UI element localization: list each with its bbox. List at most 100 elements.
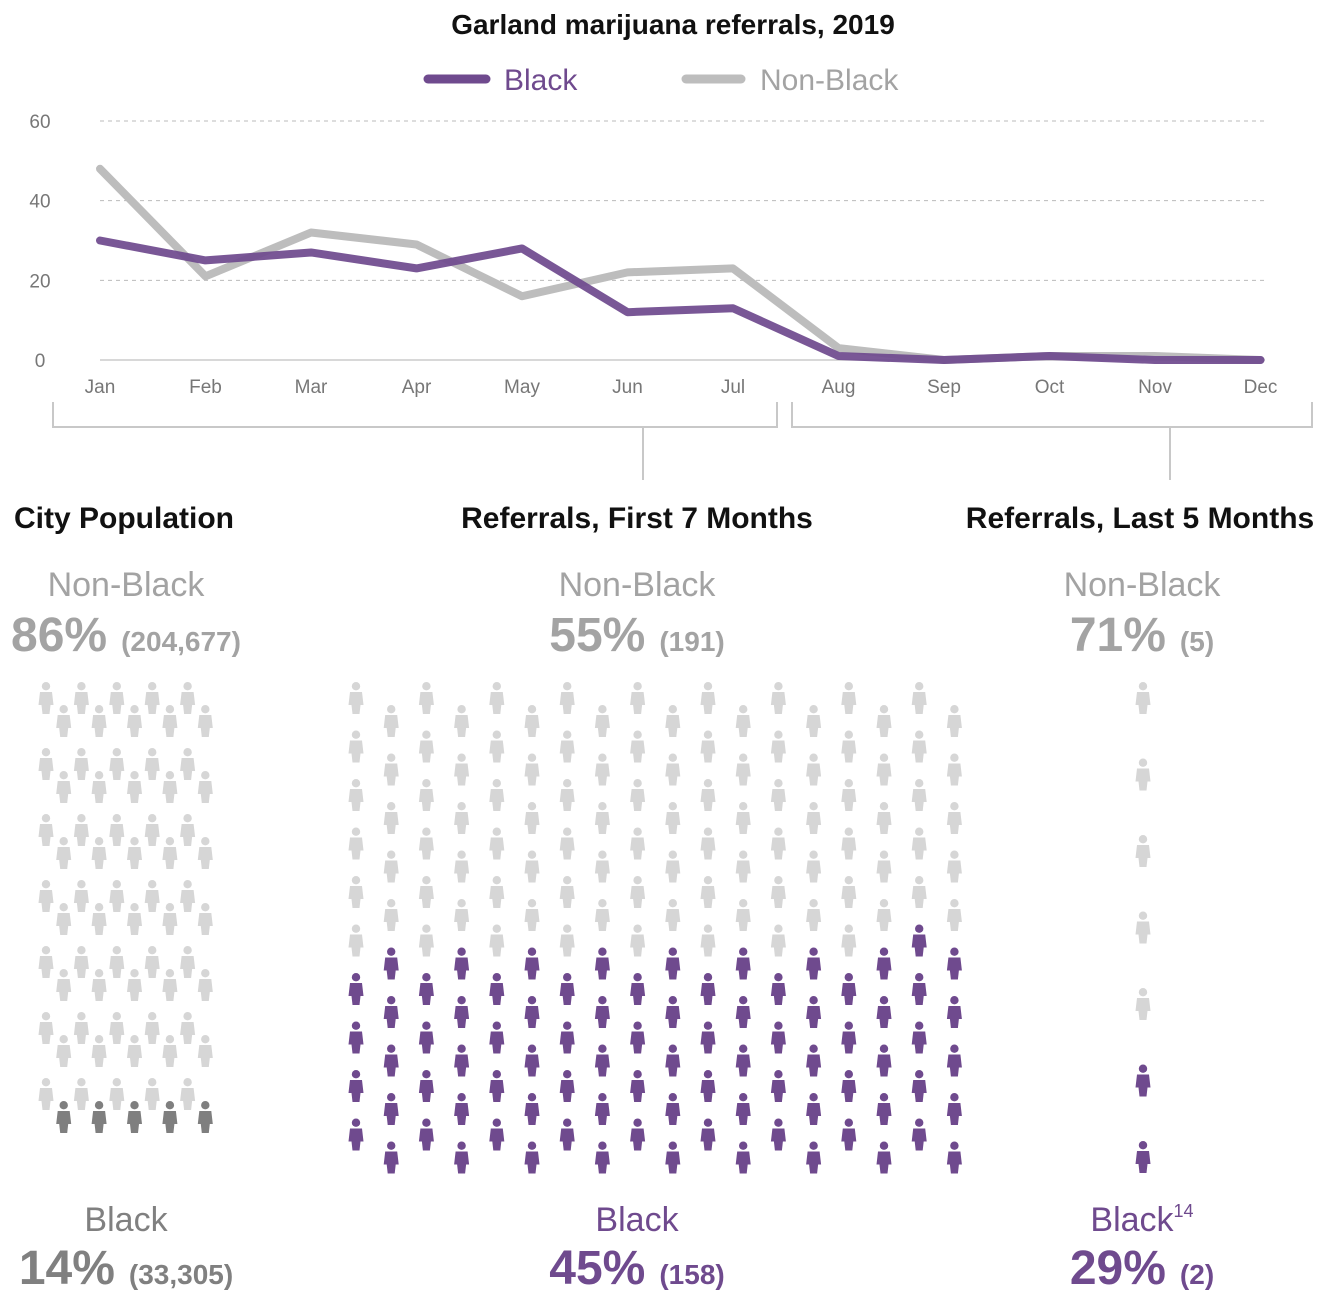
person-icon bbox=[109, 814, 125, 846]
person-icon bbox=[524, 802, 540, 834]
non-black-percent: 55% bbox=[549, 609, 645, 662]
person-icon bbox=[144, 682, 160, 714]
person-icon bbox=[946, 1141, 962, 1174]
person-icon bbox=[162, 969, 178, 1001]
person-icon bbox=[806, 1093, 822, 1125]
y-axis-ticks: 0 20 40 60 bbox=[29, 112, 50, 372]
person-icon bbox=[770, 1118, 786, 1151]
person-icon bbox=[700, 973, 716, 1005]
person-icon bbox=[841, 924, 857, 957]
person-icon bbox=[489, 682, 505, 714]
y-tick-label: 40 bbox=[29, 192, 50, 213]
y-tick-label: 0 bbox=[35, 351, 46, 372]
person-icon bbox=[1135, 835, 1151, 867]
person-icon bbox=[665, 947, 681, 980]
non-black-count: (204,677) bbox=[121, 626, 241, 657]
person-icon bbox=[911, 1021, 927, 1054]
series-lines bbox=[96, 164, 1265, 364]
person-icon bbox=[594, 996, 610, 1028]
person-icon bbox=[911, 973, 927, 1005]
legend-label-black: Black bbox=[504, 64, 578, 97]
x-tick-label: Jul bbox=[721, 377, 745, 398]
person-icon bbox=[91, 1035, 107, 1067]
non-black-stat: 86% (204,677) bbox=[11, 609, 241, 662]
person-icon bbox=[735, 996, 751, 1028]
person-icon bbox=[524, 947, 540, 980]
person-icon bbox=[56, 771, 72, 803]
person-icon bbox=[700, 827, 716, 860]
person-icon bbox=[73, 748, 89, 780]
person-icon bbox=[454, 996, 470, 1028]
person-icon bbox=[180, 880, 196, 912]
person-icon bbox=[665, 802, 681, 834]
person-icon bbox=[665, 1093, 681, 1125]
person-icon bbox=[454, 1044, 470, 1077]
person-icon bbox=[911, 827, 927, 860]
person-icon bbox=[524, 1141, 540, 1174]
x-tick-label: Sep bbox=[927, 377, 961, 398]
person-icon bbox=[594, 899, 610, 931]
black-label: Black bbox=[84, 1201, 168, 1239]
person-icon bbox=[665, 753, 681, 786]
person-icon bbox=[630, 1070, 646, 1102]
person-icon bbox=[144, 814, 160, 846]
person-icon bbox=[38, 1078, 54, 1110]
person-icon bbox=[418, 682, 434, 714]
person-icon bbox=[109, 748, 125, 780]
x-tick-label: Nov bbox=[1138, 377, 1172, 398]
person-icon bbox=[594, 947, 610, 980]
person-icon bbox=[454, 802, 470, 834]
non-black-stat: 71% (5) bbox=[1070, 609, 1214, 662]
person-icon bbox=[418, 827, 434, 860]
person-icon bbox=[841, 682, 857, 714]
person-icon bbox=[127, 969, 142, 1001]
black-count: (2) bbox=[1180, 1259, 1214, 1290]
panel-title: City Population bbox=[14, 502, 234, 535]
person-icon bbox=[735, 802, 751, 834]
person-icon bbox=[665, 1141, 681, 1174]
person-icon bbox=[911, 779, 927, 811]
person-icon bbox=[630, 682, 646, 714]
panel-title: Referrals, First 7 Months bbox=[461, 502, 813, 535]
person-icon bbox=[559, 827, 575, 860]
person-icon bbox=[594, 850, 610, 883]
x-tick-label: Dec bbox=[1244, 377, 1278, 398]
person-icon bbox=[38, 1012, 54, 1044]
bracket-first-7-months bbox=[52, 402, 778, 428]
person-icon bbox=[454, 899, 470, 931]
person-icon bbox=[1135, 682, 1151, 714]
person-icon bbox=[56, 969, 72, 1001]
person-icon bbox=[524, 1093, 540, 1125]
person-icon bbox=[876, 996, 892, 1028]
y-tick-label: 20 bbox=[29, 271, 50, 292]
person-icon bbox=[383, 1093, 399, 1125]
x-tick-label: Apr bbox=[402, 377, 432, 398]
person-icon bbox=[109, 1078, 125, 1110]
person-icon bbox=[630, 924, 646, 957]
person-icon bbox=[348, 1021, 364, 1054]
person-icon bbox=[806, 705, 822, 737]
person-icon bbox=[630, 779, 646, 811]
person-icon bbox=[1135, 911, 1151, 944]
person-icon bbox=[735, 899, 751, 931]
person-icon bbox=[1135, 988, 1151, 1020]
person-icon bbox=[73, 814, 89, 846]
panel-first-7-months: Referrals, First 7 Months Non-Black 55% (… bbox=[348, 502, 962, 1290]
person-icon bbox=[56, 903, 72, 935]
person-icon bbox=[806, 1141, 822, 1174]
person-icon bbox=[876, 947, 892, 980]
black-label-text: Black bbox=[1090, 1201, 1174, 1239]
person-icon bbox=[841, 973, 857, 1005]
person-icon bbox=[700, 1021, 716, 1054]
footnote-marker: 14 bbox=[1174, 1201, 1194, 1221]
person-icon bbox=[348, 779, 364, 811]
person-icon bbox=[197, 771, 213, 803]
person-icon bbox=[911, 1118, 927, 1151]
person-icon bbox=[180, 1012, 196, 1044]
person-icon bbox=[489, 1070, 505, 1102]
legend-label-non-black: Non-Black bbox=[760, 64, 899, 97]
person-icon bbox=[911, 876, 927, 908]
chart-title: Garland marijuana referrals, 2019 bbox=[451, 9, 895, 40]
person-icon bbox=[559, 1070, 575, 1102]
